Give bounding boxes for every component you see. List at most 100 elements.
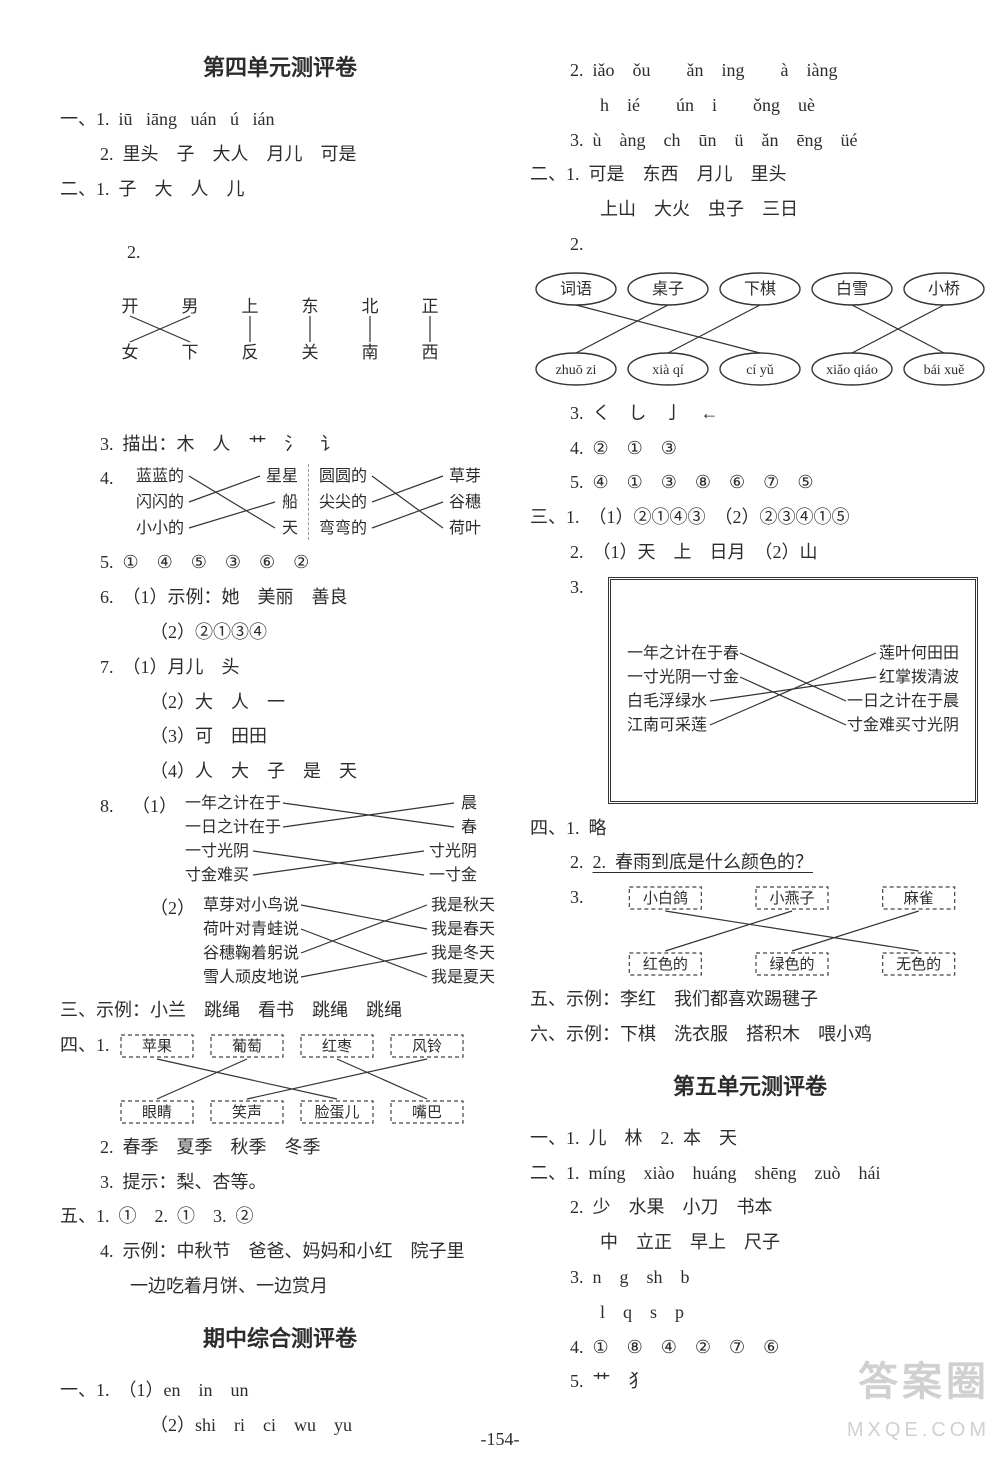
r-II-2-label: 2. (530, 230, 970, 259)
svg-text:白雪: 白雪 (836, 280, 868, 298)
svg-text:一年之计在于春: 一年之计在于春 (627, 644, 739, 662)
svg-text:xiǎo qiáo: xiǎo qiáo (826, 363, 878, 378)
svg-text:西: 西 (422, 343, 439, 362)
svg-text:小桥: 小桥 (928, 280, 960, 298)
svg-text:江南可采莲: 江南可采莲 (627, 716, 707, 734)
svg-text:风铃: 风铃 (412, 1038, 442, 1055)
svg-text:笑声: 笑声 (232, 1103, 262, 1121)
svg-text:南: 南 (362, 343, 379, 362)
r-III-3-diagram: 一年之计在于春莲叶何田田一寸光阴一寸金红掌拨清波白毛浮绿水一日之计在于晨江南可采… (623, 642, 963, 738)
l-2-1: 二、1. 子 大 人 儿 (60, 175, 500, 204)
r-II-2-diagram: 词语zhuō zi桌子xià qí下棋cí yǔ白雪xiǎo qiáo小桥bái… (530, 265, 970, 393)
l-2-7c: （3）可 田田 (60, 722, 500, 751)
u5-II-1: 二、1. míng xiào huáng shēng zuò hái (530, 1159, 970, 1188)
r-2: 2. iǎo ǒu ǎn ing à iàng (530, 56, 970, 85)
svg-text:麻雀: 麻雀 (904, 890, 934, 907)
l-2-4: 4. 蓝蓝的星星闪闪的船小小的天 圆圆的草芽尖尖的谷穗弯弯的荷叶 (60, 464, 500, 542)
svg-text:小燕子: 小燕子 (769, 890, 814, 907)
svg-text:荷叶对青蛙说: 荷叶对青蛙说 (203, 920, 299, 938)
l-2-7d: （4）人 大 子 是 天 (60, 757, 500, 786)
svg-text:白毛浮绿水: 白毛浮绿水 (627, 692, 707, 710)
svg-text:谷穗: 谷穗 (449, 493, 481, 511)
l-2-8a-diagram: 一年之计在于晨一日之计在于春一寸光阴寸光阴寸金难买一寸金 (181, 792, 481, 888)
l-1-1: 一、1. iū iāng uán ú ián (60, 105, 500, 134)
l-5c: 一边吃着月饼、一边赏月 (60, 1272, 500, 1301)
u5-II-2b: 中 立正 早上 尺子 (530, 1228, 970, 1257)
svg-text:眼睛: 眼睛 (142, 1104, 172, 1121)
svg-text:一寸金: 一寸金 (429, 866, 477, 884)
r-II-1b: 上山 大火 虫子 三日 (530, 195, 970, 224)
svg-text:桌子: 桌子 (652, 280, 684, 298)
r-VI: 六、示例：下棋 洗衣服 搭积木 喂小鸡 (530, 1020, 970, 1049)
svg-text:船: 船 (282, 493, 298, 511)
svg-text:闪闪的: 闪闪的 (136, 493, 184, 511)
svg-text:我是冬天: 我是冬天 (431, 944, 495, 962)
svg-text:词语: 词语 (560, 280, 592, 298)
svg-text:草芽: 草芽 (449, 467, 481, 485)
u5-II-3b: l q s p (530, 1298, 970, 1327)
svg-text:尖尖的: 尖尖的 (319, 493, 367, 511)
r-III-1: 三、1. （1）②①④③ （2）②③④①⑤ (530, 503, 970, 532)
svg-text:关: 关 (302, 343, 319, 362)
l-2-7b: （2）大 人 一 (60, 688, 500, 717)
l-4-1: 四、1. 苹果眼睛葡萄笑声红枣脸蛋儿风铃嘴巴 (60, 1031, 500, 1127)
l-5a: 五、1. ① 2. ① 3. ② (60, 1202, 500, 1231)
l-2-8a: 8.（1） 一年之计在于晨一日之计在于春一寸光阴寸光阴寸金难买一寸金 (60, 792, 500, 888)
svg-text:我是春天: 我是春天 (431, 920, 495, 938)
l-3: 三、示例：小兰 跳绳 看书 跳绳 跳绳 (60, 996, 500, 1025)
svg-text:圆圆的: 圆圆的 (319, 467, 367, 485)
svg-text:一寸光阴一寸金: 一寸光阴一寸金 (627, 668, 739, 686)
l-4-3: 3. 提示：梨、杏等。 (60, 1168, 500, 1197)
svg-text:一寸光阴: 一寸光阴 (185, 842, 249, 860)
r-3: 3. ù àng ch ūn ü ǎn ēng üé (530, 126, 970, 155)
unit4-title: 第四单元测评卷 (60, 50, 500, 85)
svg-text:开: 开 (122, 297, 139, 316)
r-IV-3-diagram: 小白鸽红色的小燕子绿色的麻雀无色的 (602, 883, 970, 979)
svg-text:zhuō zi: zhuō zi (556, 363, 597, 378)
l-2-2: 2. 开女男下上反东关北南正西 (60, 210, 500, 424)
svg-text:东: 东 (302, 297, 319, 316)
r-IV-2-text: 2. 春雨到底是什么颜色的？ (593, 852, 814, 872)
r-IV-3: 3. 小白鸽红色的小燕子绿色的麻雀无色的 (530, 883, 970, 979)
svg-text:脸蛋儿: 脸蛋儿 (314, 1104, 359, 1121)
svg-text:草芽对小鸟说: 草芽对小鸟说 (203, 896, 299, 914)
l-1-2: 2. 里头 子 大人 月儿 可是 (60, 140, 500, 169)
svg-text:一日之计在于晨: 一日之计在于晨 (847, 692, 959, 710)
svg-text:寸光阴: 寸光阴 (429, 842, 477, 860)
svg-text:小小的: 小小的 (136, 519, 184, 537)
svg-text:星星: 星星 (266, 468, 298, 485)
l-2-5: 5. ① ④ ⑤ ③ ⑥ ② (60, 548, 500, 577)
svg-text:嘴巴: 嘴巴 (412, 1104, 442, 1121)
svg-text:上: 上 (242, 297, 259, 316)
u5-I: 一、1. 儿 林 2. 本 天 (530, 1124, 970, 1153)
svg-text:一日之计在于: 一日之计在于 (185, 818, 281, 836)
u5-II-2a: 2. 少 水果 小刀 书本 (530, 1193, 970, 1222)
l-2-3: 3. 描出：木 人 艹 氵 讠 (60, 430, 500, 459)
svg-text:寸金难买寸光阴: 寸金难买寸光阴 (847, 716, 959, 734)
svg-text:弯弯的: 弯弯的 (319, 519, 367, 537)
r-IV-2: 2. 2. 春雨到底是什么颜色的？ (530, 848, 970, 877)
svg-text:雪人顽皮地说: 雪人顽皮地说 (203, 968, 299, 986)
r-V: 五、示例：李红 我们都喜欢踢毽子 (530, 985, 970, 1014)
svg-text:蓝蓝的: 蓝蓝的 (136, 467, 184, 485)
left-column: 第四单元测评卷 一、1. iū iāng uán ú ián 2. 里头 子 大… (60, 50, 500, 1446)
svg-text:莲叶何田田: 莲叶何田田 (879, 644, 959, 662)
watermark-line2: MXQE.COM (847, 1414, 990, 1446)
svg-text:反: 反 (242, 343, 259, 362)
svg-text:苹果: 苹果 (142, 1038, 172, 1055)
svg-text:晨: 晨 (461, 795, 477, 812)
unit5-title: 第五单元测评卷 (530, 1069, 970, 1104)
svg-text:寸金难买: 寸金难买 (185, 866, 249, 884)
svg-text:女: 女 (122, 343, 139, 362)
svg-text:xià qí: xià qí (652, 363, 684, 378)
svg-text:北: 北 (362, 297, 379, 316)
l-2-2-diagram: 开女男下上反东关北南正西 (100, 296, 460, 366)
r-II-5: 5. ④ ① ③ ⑧ ⑥ ⑦ ⑤ (530, 468, 970, 497)
svg-text:正: 正 (422, 297, 439, 316)
watermark-line1: 答案圈 (847, 1350, 990, 1414)
l-2-8b-diagram: 草芽对小鸟说我是秋天荷叶对青蛙说我是春天谷穗鞠着躬说我是冬天雪人顽皮地说我是夏天 (199, 894, 499, 990)
svg-text:红枣: 红枣 (322, 1038, 352, 1055)
m-1a: 一、1. （1）en in un (60, 1376, 500, 1405)
midterm-title: 期中综合测评卷 (60, 1321, 500, 1356)
l-2-6b: （2）②①③④ (60, 618, 500, 647)
